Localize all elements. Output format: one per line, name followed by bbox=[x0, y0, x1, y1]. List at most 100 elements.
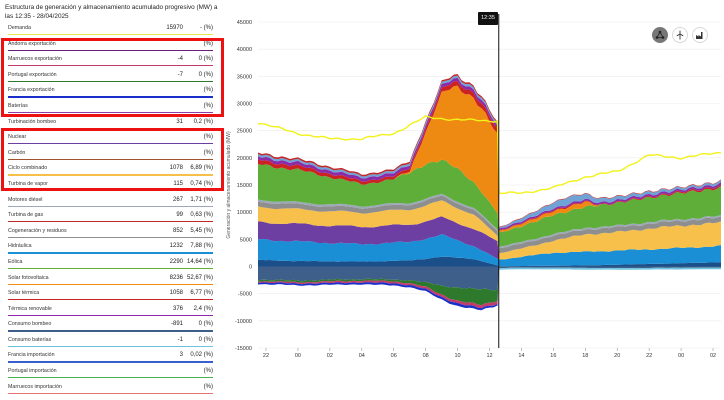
legend-item[interactable]: Consumo baterías -1 0 (%) bbox=[5, 334, 217, 350]
legend-item-percent: 0,74 (%) bbox=[190, 180, 213, 187]
legend-item-percent: - (%) bbox=[200, 25, 213, 31]
x-tick-label: 00 bbox=[678, 353, 684, 359]
wind-turbine-icon[interactable] bbox=[672, 27, 688, 43]
legend-item-percent: 6,77 (%) bbox=[190, 290, 213, 297]
legend-item-value: 852 bbox=[172, 227, 183, 234]
legend-item-name: Solar fotovoltaica bbox=[8, 274, 49, 281]
x-tick-label: 14 bbox=[518, 353, 524, 359]
series-area[interactable] bbox=[258, 85, 721, 233]
legend-item[interactable]: Portugal importación (%) bbox=[5, 365, 217, 381]
legend-item[interactable]: Andorra exportación (%) bbox=[5, 38, 217, 54]
legend-item-name: Marruecos exportación bbox=[8, 56, 62, 63]
legend-item-percent: 0 (%) bbox=[198, 56, 213, 63]
legend-item-value: -1 bbox=[177, 336, 183, 343]
series-negative-area[interactable] bbox=[258, 269, 721, 306]
legend-item-name: Consumo bombeo bbox=[8, 321, 52, 328]
legend-item-color-line bbox=[8, 377, 213, 379]
x-tick-label: 04 bbox=[359, 353, 365, 359]
legend-item-name: Baterías bbox=[8, 102, 28, 109]
y-tick-label: 40000 bbox=[237, 47, 252, 53]
legend-item-name: Turbina de vapor bbox=[8, 180, 48, 187]
legend-item-percent: (%) bbox=[203, 134, 213, 141]
legend-item[interactable]: Portugal exportación -7 0 (%) bbox=[5, 69, 217, 85]
legend-item-name: Turbinación bombeo bbox=[8, 118, 57, 125]
legend-item[interactable]: Solar térmica 1058 6,77 (%) bbox=[5, 287, 217, 303]
legend-item-color-line bbox=[8, 158, 213, 161]
series-demand-line bbox=[257, 115, 722, 195]
y-tick-label: 5000 bbox=[240, 237, 252, 243]
legend-item-color-line bbox=[8, 49, 213, 51]
legend-item[interactable]: Motores diésel 267 1,71 (%) bbox=[5, 194, 217, 210]
factory-icon[interactable] bbox=[692, 27, 708, 43]
legend-item-percent: (%) bbox=[203, 102, 213, 109]
legend-item-name: Nuclear bbox=[8, 134, 27, 141]
series-area[interactable] bbox=[258, 256, 721, 267]
legend-item-name: Francia importación bbox=[8, 352, 55, 359]
x-tick-label: 00 bbox=[295, 353, 301, 359]
x-tick-label: 08 bbox=[423, 353, 429, 359]
legend-item-value: 267 bbox=[172, 196, 183, 203]
y-tick-label: -15000 bbox=[235, 346, 252, 352]
y-tick-label: -10000 bbox=[235, 319, 252, 325]
legend-item-color-line bbox=[8, 205, 213, 207]
legend-item-percent: 0,02 (%) bbox=[190, 352, 213, 359]
legend-item[interactable]: Francia importación 3 0,02 (%) bbox=[5, 349, 217, 365]
legend-item-color-line bbox=[8, 361, 213, 363]
legend-item[interactable]: Solar fotovoltaica 8236 52,67 (%) bbox=[5, 272, 217, 288]
legend-item[interactable]: Carbón (%) bbox=[5, 147, 217, 163]
legend-item-color-line bbox=[8, 314, 213, 316]
legend-item[interactable]: Turbina de gas 99 0,63 (%) bbox=[5, 209, 217, 225]
series-negative-area[interactable] bbox=[258, 266, 721, 291]
legend-item[interactable]: Cogeneración y residuos 852 5,45 (%) bbox=[5, 225, 217, 241]
legend-item-color-line bbox=[8, 345, 213, 348]
series-area[interactable] bbox=[258, 159, 721, 247]
legend-item-value: 31 bbox=[176, 118, 183, 125]
legend-item-value: 3 bbox=[179, 352, 183, 359]
legend-item-percent: 5,45 (%) bbox=[190, 227, 213, 234]
time-cursor-badge: 12:35 bbox=[478, 12, 498, 25]
x-tick-label: 12 bbox=[486, 353, 492, 359]
legend-item[interactable]: Térmica renovable 376 2,4 (%) bbox=[5, 303, 217, 319]
legend-item-name: Hidráulica bbox=[8, 243, 32, 250]
legend-item-color-line bbox=[8, 267, 213, 270]
legend-item[interactable]: Eólica 2290 14,64 (%) bbox=[5, 256, 217, 272]
legend-item-color-line bbox=[8, 299, 213, 301]
x-tick-label: 18 bbox=[582, 353, 588, 359]
legend-item[interactable]: Marruecos exportación -4 0 (%) bbox=[5, 53, 217, 69]
y-axis-label: Generación y almacenamiento acumulado (M… bbox=[226, 131, 232, 239]
series-area[interactable] bbox=[258, 216, 721, 260]
legend-item-value: 376 bbox=[172, 305, 183, 312]
legend-item-percent: 1,71 (%) bbox=[190, 196, 213, 203]
legend-item[interactable]: Francia exportación (%) bbox=[5, 84, 217, 100]
stacked-area-chart: -15000 -10000 -5000 0 5000 10000 15000 20000 250… bbox=[226, 14, 722, 359]
legend-item-name: Turbina de gas bbox=[8, 212, 44, 219]
legend-item-name: Cogeneración y residuos bbox=[8, 227, 67, 234]
legend-item-value: 8236 bbox=[169, 274, 183, 281]
legend-item-percent: 0,2 (%) bbox=[193, 118, 213, 125]
legend-item-name: Ciclo combinado bbox=[8, 165, 48, 172]
series-area[interactable] bbox=[258, 195, 721, 254]
legend-item-percent: 0 (%) bbox=[198, 336, 213, 343]
series-area[interactable] bbox=[258, 193, 721, 249]
legend-item-percent: (%) bbox=[203, 40, 213, 47]
legend-item-value: -7 bbox=[177, 71, 183, 78]
legend-item-name: Térmica renovable bbox=[8, 305, 52, 312]
legend-item[interactable]: Baterías (%) bbox=[5, 100, 217, 116]
network-icon[interactable] bbox=[652, 27, 668, 43]
chart-panel-title: Estructura de generación y almacenamient… bbox=[5, 4, 218, 20]
series-area[interactable] bbox=[258, 234, 721, 267]
legend-item[interactable]: Ciclo combinado 1078 6,89 (%) bbox=[5, 162, 217, 178]
legend-item-percent: 6,89 (%) bbox=[190, 165, 213, 172]
legend-item-color-line bbox=[8, 174, 213, 176]
legend-item-color-line bbox=[8, 34, 213, 36]
legend-item[interactable]: Nuclear (%) bbox=[5, 131, 217, 147]
legend-item-color-line bbox=[8, 96, 213, 98]
legend-item[interactable]: Demanda 15970 - (%) bbox=[5, 22, 217, 38]
legend-item-name: Portugal importación bbox=[8, 368, 57, 375]
legend-item[interactable]: Marruecos importación (%) bbox=[5, 381, 217, 397]
legend-item[interactable]: Consumo bombeo -891 0 (%) bbox=[5, 318, 217, 334]
legend-item-value: -891 bbox=[170, 321, 183, 328]
legend-item[interactable]: Hidráulica 1232 7,88 (%) bbox=[5, 240, 217, 256]
series-area[interactable] bbox=[258, 200, 721, 260]
legend-item-value: 1078 bbox=[169, 165, 183, 172]
